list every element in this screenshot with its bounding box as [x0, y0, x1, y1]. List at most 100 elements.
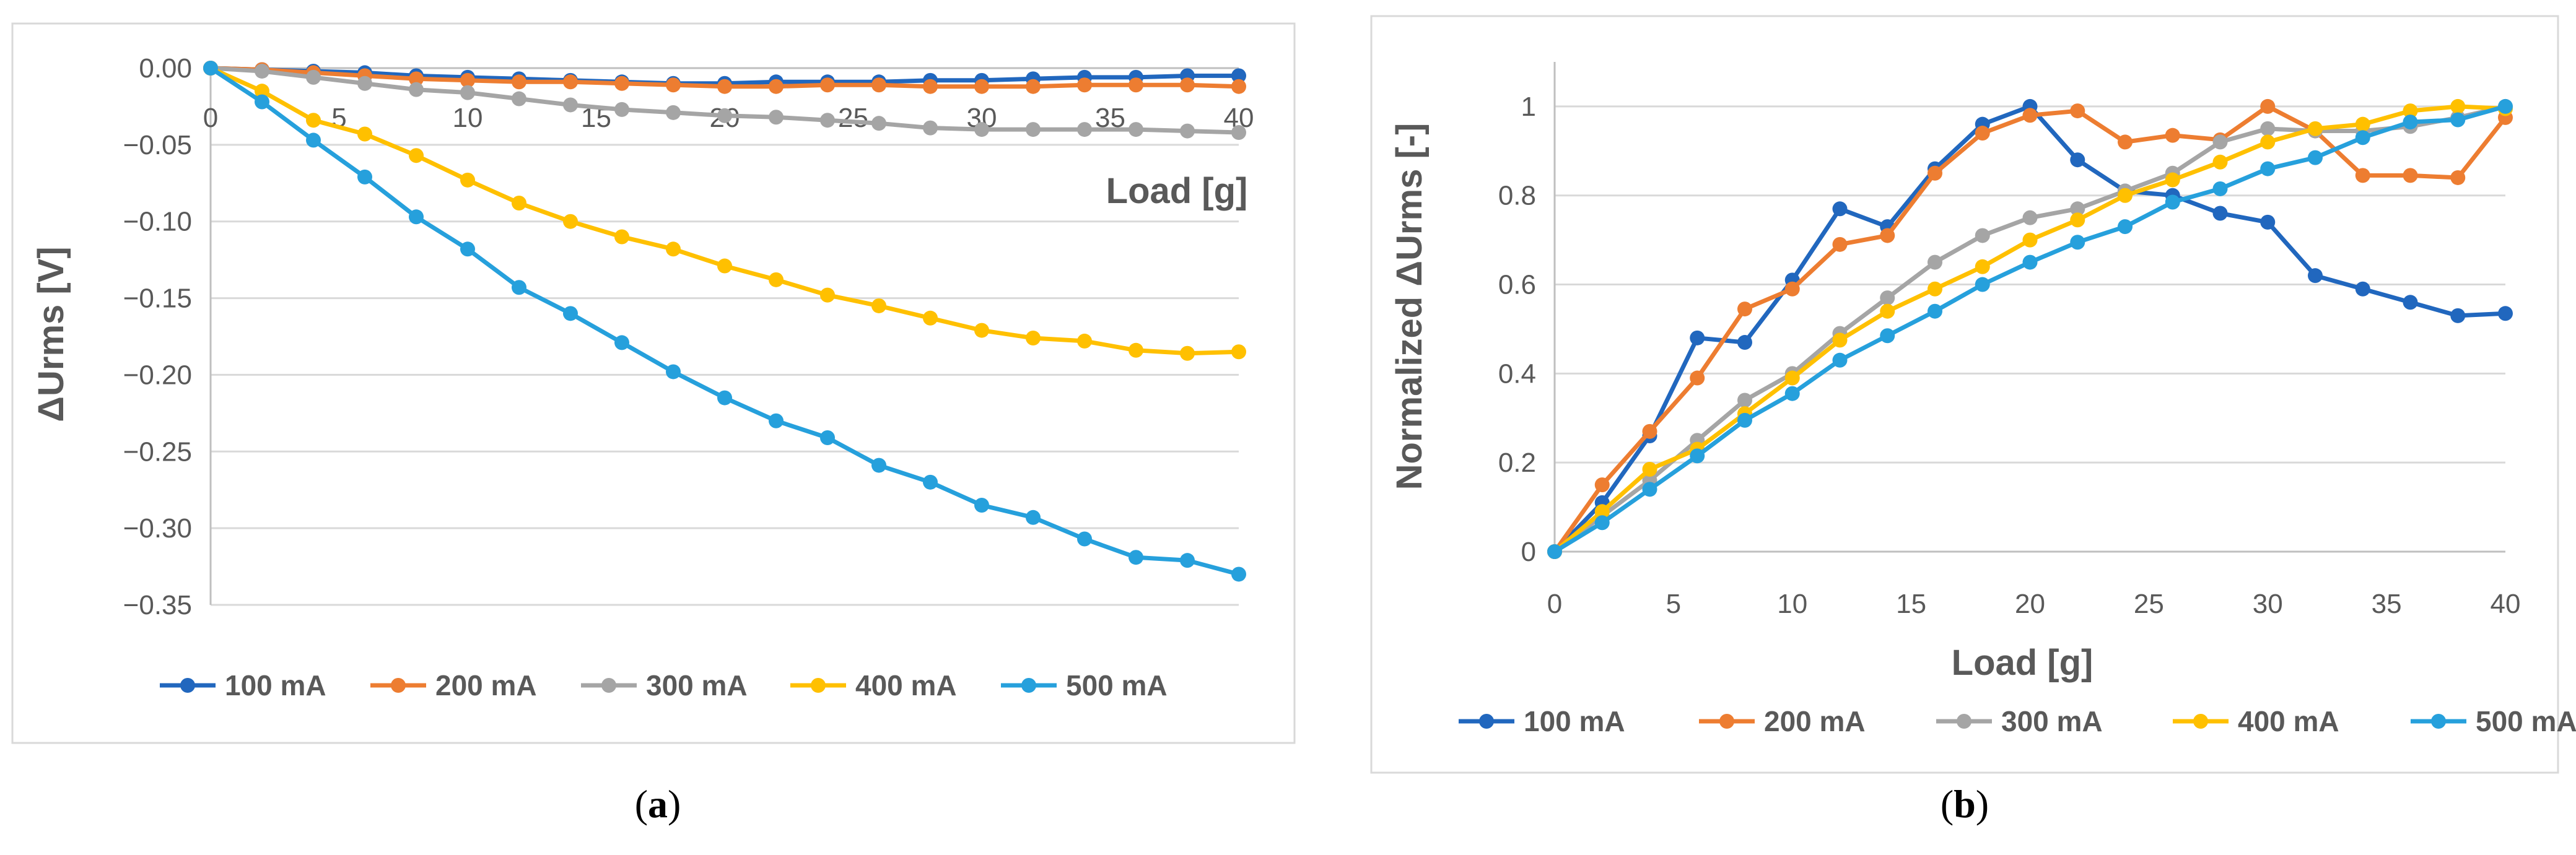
- data-point: [717, 79, 732, 94]
- legend-item: 400 mA: [790, 669, 957, 701]
- data-point: [1975, 259, 1990, 274]
- data-point: [1026, 330, 1041, 345]
- x-tick-label: 25: [2134, 589, 2164, 619]
- data-point: [1180, 77, 1195, 93]
- legend-label: 500 mA: [2476, 705, 2576, 737]
- data-point: [614, 76, 629, 91]
- data-point: [1737, 302, 1752, 317]
- legend-label: 200 mA: [1764, 705, 1866, 737]
- data-point: [2450, 170, 2466, 185]
- data-point: [2403, 115, 2418, 130]
- legend-label: 400 mA: [855, 669, 957, 701]
- legend-label: 500 mA: [1066, 669, 1168, 701]
- caption-paren-close: ): [668, 782, 681, 826]
- legend-swatch-marker: [180, 678, 195, 693]
- data-point: [306, 132, 321, 148]
- data-point: [1784, 386, 1800, 401]
- x-tick-label: 0: [203, 103, 218, 133]
- data-point: [2260, 134, 2276, 150]
- data-point: [666, 241, 681, 257]
- data-point: [1832, 332, 1848, 348]
- x-tick-label: 10: [453, 103, 483, 133]
- legend-item: 100 mA: [1459, 705, 1625, 737]
- legend-item: 200 mA: [370, 669, 537, 701]
- legend-swatch-marker: [811, 678, 826, 693]
- legend-item: 300 mA: [581, 669, 748, 701]
- y-tick-label: −0.05: [123, 130, 192, 160]
- x-axis-title: Load [g]: [1952, 643, 2094, 683]
- data-point: [1594, 504, 1610, 519]
- data-point: [2165, 172, 2180, 188]
- data-point: [2165, 128, 2180, 143]
- data-point: [871, 458, 886, 473]
- data-point: [2070, 152, 2085, 168]
- caption-paren-open: (: [1941, 782, 1954, 826]
- panel-caption: (a): [635, 782, 681, 826]
- legend-label: 300 mA: [646, 669, 748, 701]
- data-point: [2498, 306, 2513, 321]
- data-point: [1737, 393, 1752, 408]
- data-point: [563, 74, 578, 90]
- data-point: [2355, 168, 2370, 183]
- data-point: [512, 195, 526, 210]
- data-point: [1737, 335, 1752, 350]
- data-point: [1690, 330, 1705, 345]
- data-point: [512, 91, 526, 106]
- caption-letter: b: [1954, 782, 1976, 826]
- y-tick-label: 1: [1521, 92, 1536, 122]
- data-point: [820, 430, 835, 445]
- y-tick-label: 0.2: [1498, 448, 1536, 478]
- data-point: [460, 172, 475, 188]
- data-point: [1129, 77, 1143, 93]
- data-point: [2165, 194, 2180, 210]
- y-tick-label: −0.35: [123, 590, 192, 620]
- data-point: [2260, 121, 2276, 136]
- data-point: [2260, 214, 2276, 230]
- legend-swatch-marker: [2431, 714, 2446, 729]
- data-point: [1129, 342, 1143, 358]
- data-point: [2260, 161, 2276, 176]
- data-point: [1180, 123, 1195, 139]
- y-tick-label: −0.30: [123, 513, 192, 544]
- data-point: [563, 306, 578, 321]
- legend-label: 200 mA: [435, 669, 537, 701]
- data-point: [1180, 553, 1195, 568]
- x-tick-label: 35: [2372, 589, 2402, 619]
- data-point: [1026, 79, 1041, 94]
- legend-item: 300 mA: [1936, 705, 2103, 737]
- legend-item: 400 mA: [2173, 705, 2339, 737]
- legend-item: 500 mA: [2411, 705, 2576, 737]
- data-point: [614, 229, 629, 245]
- data-point: [2070, 201, 2085, 217]
- data-point: [460, 85, 475, 100]
- data-point: [1231, 344, 1246, 360]
- data-point: [1975, 277, 1990, 292]
- data-point: [409, 82, 424, 97]
- legend-item: 500 mA: [1001, 669, 1168, 701]
- data-point: [923, 120, 938, 136]
- data-point: [2022, 210, 2038, 225]
- data-point: [1880, 228, 1895, 243]
- data-point: [1642, 482, 1657, 497]
- data-point: [409, 71, 424, 87]
- data-point: [563, 214, 578, 229]
- legend-swatch-marker: [1719, 714, 1734, 729]
- x-tick-label: 15: [1896, 589, 1926, 619]
- y-tick-label: −0.15: [123, 284, 192, 314]
- data-point: [923, 310, 938, 326]
- data-point: [1784, 281, 1800, 297]
- data-point: [2070, 212, 2085, 228]
- x-tick-label: 0: [1547, 589, 1562, 619]
- data-point: [666, 77, 681, 93]
- y-tick-label: 0.8: [1498, 181, 1536, 211]
- data-point: [974, 79, 989, 94]
- data-point: [871, 116, 886, 131]
- data-point: [1975, 228, 1990, 243]
- data-point: [1737, 412, 1752, 428]
- data-point: [1077, 333, 1092, 349]
- data-point: [1784, 370, 1800, 386]
- data-point: [1928, 281, 1942, 297]
- legend-swatch-marker: [2193, 714, 2208, 729]
